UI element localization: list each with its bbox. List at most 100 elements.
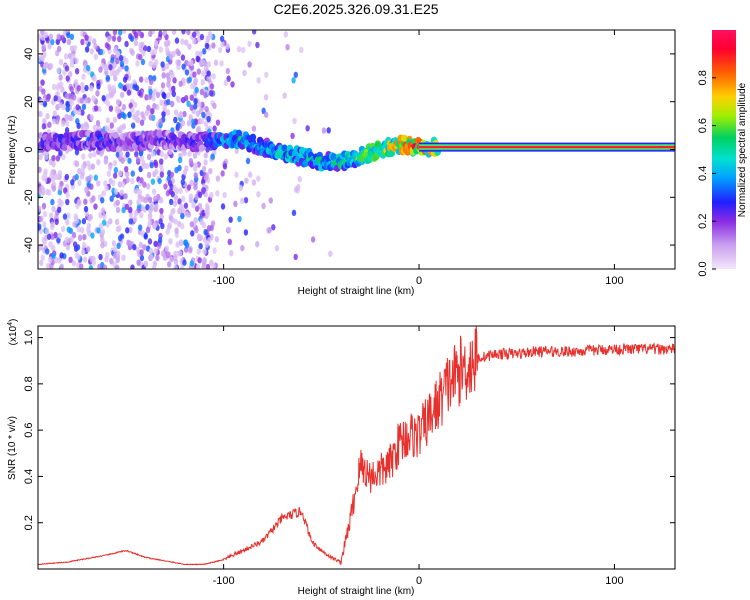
spectrogram-cell (187, 150, 192, 157)
spectrogram-cell (112, 75, 118, 82)
spectrogram-cell (58, 184, 63, 191)
spectrogram-cell (65, 75, 70, 82)
spectrogram-cell (215, 175, 221, 182)
spectrogram-cell (118, 151, 124, 158)
spectrogram-cell (104, 185, 109, 192)
spectrogram-cell (184, 242, 190, 249)
spectrogram-cell (86, 181, 91, 188)
spectrogram-cell (59, 81, 64, 88)
spectrogram-cell (38, 110, 43, 118)
spectrogram-cell (145, 204, 150, 211)
spectrogram-cell (165, 109, 171, 116)
spectrogram-cell (202, 248, 207, 255)
spectrogram-cell (143, 233, 148, 240)
spectrogram-cell (75, 104, 80, 111)
spectrogram-cell (124, 170, 130, 178)
spectrogram-cell (244, 177, 249, 184)
snr-frame (37, 325, 676, 570)
spectrogram-cell (80, 164, 86, 171)
spectrogram-cell (130, 49, 135, 56)
spectrogram-cell (79, 263, 84, 269)
spectrogram-cell (88, 265, 94, 269)
spectrogram-cell (79, 97, 85, 104)
spectrogram-cell (159, 99, 164, 106)
spectrogram-cell (184, 69, 190, 76)
spectrogram-cell (42, 100, 48, 108)
spectrogram-cell (122, 76, 128, 83)
spectrogram-cell (104, 255, 109, 263)
spectrogram-cell (177, 207, 182, 214)
spectrogram-cell (38, 244, 43, 251)
spectrogram-cell (124, 165, 129, 173)
spectrogram-cell (160, 222, 165, 230)
spectrogram-cell (205, 35, 211, 43)
spectrogram-cell (125, 227, 130, 234)
spectrogram-cell (274, 245, 280, 252)
spectrogram-cell (203, 159, 208, 166)
spectrogram-cell (76, 226, 81, 233)
spectrogram-cell (173, 264, 178, 269)
spectrogram-cell (125, 151, 130, 158)
spectrogram-cell (47, 42, 52, 50)
spectrogram-cell (65, 218, 70, 226)
spectrogram-cell (160, 82, 166, 89)
spectrogram-cell (228, 216, 233, 223)
spectrogram-cell (171, 30, 177, 35)
spectrogram-cell (54, 218, 59, 226)
spectrogram-cell (142, 181, 147, 188)
spectrogram-cell (189, 260, 195, 267)
spectrogram-cell (100, 207, 106, 214)
spectrogram-cell (85, 176, 90, 183)
spectrogram-cell (90, 163, 96, 170)
spectrogram-cell (136, 198, 141, 206)
spectrogram-cell (113, 166, 119, 174)
spectrogram-cell (326, 127, 331, 134)
spectrogram-cell (148, 30, 153, 38)
spectrogram-cell (168, 198, 174, 206)
spectrogram-cell (67, 114, 73, 122)
spectrogram-cell (64, 65, 70, 72)
spectrogram-cell (153, 161, 159, 169)
spectrogram-cell (41, 88, 46, 95)
y-tick-label: 40 (23, 48, 35, 60)
spectrogram-cell (102, 213, 107, 220)
spectrogram-cell (176, 96, 182, 104)
spectrogram-cell (256, 191, 261, 198)
spectrogram-cell (151, 188, 157, 195)
spectrogram-cell (132, 101, 138, 108)
snr-scale-label: (x104) (7, 319, 19, 346)
spectrogram-cell (186, 184, 192, 191)
colorbar-ticks: 0.0 0.2 0.4 0.6 0.8 (697, 70, 716, 277)
spectrogram-cell (204, 241, 210, 248)
spectrogram-cell (137, 188, 143, 196)
spectrogram-cell (86, 222, 92, 229)
spectrogram-cell (51, 205, 56, 213)
spectrogram-cell (204, 208, 209, 215)
spectrogram-cell (159, 171, 165, 178)
spectrogram-cell (198, 144, 206, 152)
spectrogram-cell (50, 233, 55, 240)
spectrogram-cell (209, 191, 214, 199)
y-tick-label: 1.0 (23, 330, 35, 345)
spectrogram-cell (150, 150, 156, 158)
spectrogram-cell (136, 259, 141, 266)
spectrogram-cell (196, 233, 202, 240)
spectrogram-cell (80, 38, 85, 46)
spectrogram-cell (163, 153, 169, 160)
spectrogram-cell (80, 109, 85, 116)
spectrogram-cell (177, 198, 182, 205)
spectrogram-cell (240, 244, 245, 252)
spectrogram-cell (171, 207, 176, 215)
spectrogram-cell (305, 125, 310, 132)
spectrogram-cell (234, 171, 239, 178)
spectrogram-cell (172, 184, 177, 192)
spectrogram-cell (111, 179, 116, 187)
spectrogram-cell (115, 206, 121, 214)
spectrogram-cell (119, 91, 125, 99)
spectrogram-cell (168, 54, 173, 61)
spectrogram-cell (151, 62, 157, 69)
spectrogram-cell (263, 111, 269, 118)
spectrogram-cell (161, 72, 166, 79)
spectrogram-cell (54, 173, 59, 181)
spectrogram-cell (43, 170, 48, 178)
